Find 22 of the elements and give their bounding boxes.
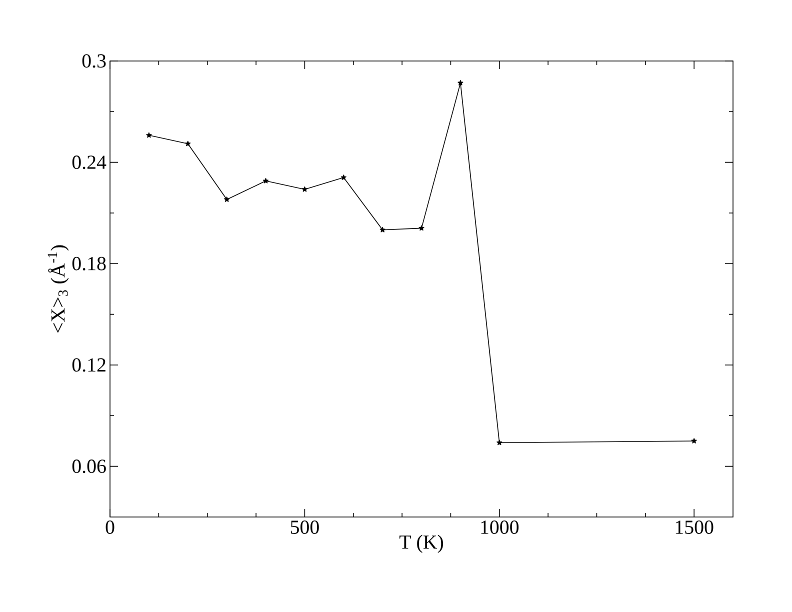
x-axis-title: T (K) (399, 534, 444, 553)
point (496, 440, 502, 446)
x-tick-label: 1000 (481, 520, 519, 534)
point (262, 178, 269, 184)
y-tick-label: 0.3 (82, 54, 106, 68)
x-tick-label: 500 (290, 520, 319, 534)
y-axis-title: <X>$_{3}$ (Å$^{-1}$) (48, 245, 69, 333)
point (224, 196, 230, 202)
y-tick-label: 0.12 (72, 358, 106, 372)
y-tick-label: 0.24 (72, 156, 106, 170)
point (418, 225, 424, 231)
point (185, 140, 191, 146)
point (458, 80, 464, 86)
point (146, 132, 152, 138)
y-tick-label: 0.06 (72, 460, 106, 474)
point (380, 226, 386, 232)
x-tick-label: 0 (106, 520, 114, 534)
point (302, 186, 308, 192)
x-tick-label: 1500 (676, 520, 714, 534)
point (691, 438, 697, 444)
point (340, 174, 346, 180)
y-tick-label: 0.18 (72, 256, 106, 270)
